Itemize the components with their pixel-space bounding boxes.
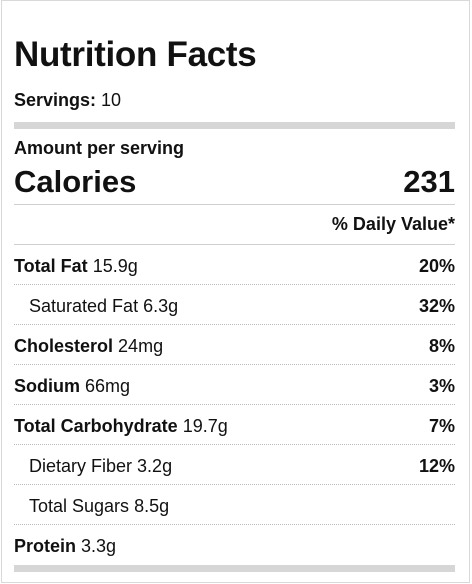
nutrient-name: Total Carbohydrate: [14, 416, 178, 436]
row-divider: [14, 284, 455, 285]
nutrient-row-cholesterol: Cholesterol 24mg 8%: [14, 335, 455, 357]
nutrient-row-total-sugars: Total Sugars 8.5g: [29, 495, 455, 517]
nutrient-name: Protein: [14, 536, 77, 556]
thick-divider-top: [14, 122, 455, 129]
nutrient-name: Total Fat: [14, 256, 88, 276]
servings-value: 10: [101, 90, 122, 110]
row-divider: [14, 524, 455, 525]
nutrient-name: Saturated Fat: [29, 296, 139, 316]
row-divider: [14, 444, 455, 445]
nutrient-amount: 66mg: [85, 376, 131, 396]
nutrient-name: Dietary Fiber: [29, 456, 133, 476]
nutrient-row-dietary-fiber: Dietary Fiber 3.2g 12%: [29, 455, 455, 477]
nutrient-row-sodium: Sodium 66mg 3%: [14, 375, 455, 397]
nutrient-amount: 8.5g: [134, 496, 170, 516]
nutrient-amount: 3.3g: [81, 536, 117, 556]
nutrient-daily-value: 3%: [428, 376, 455, 396]
amount-per-serving: Amount per serving: [14, 138, 185, 158]
nutrient-amount: 6.3g: [143, 296, 179, 316]
nutrient-name: Total Sugars: [29, 496, 130, 516]
label-title: Nutrition Facts: [14, 35, 257, 74]
nutrient-daily-value: 32%: [418, 296, 455, 316]
nutrient-daily-value: 8%: [428, 336, 455, 356]
nutrient-amount: 24mg: [118, 336, 164, 356]
nutrient-row-protein: Protein 3.3g: [14, 535, 455, 557]
nutrient-name: Sodium: [14, 376, 80, 396]
nutrient-row-saturated-fat: Saturated Fat 6.3g 32%: [29, 295, 455, 317]
nutrient-daily-value: 7%: [428, 416, 455, 436]
nutrient-name: Cholesterol: [14, 336, 114, 356]
nutrient-row-total-fat: Total Fat 15.9g 20%: [14, 255, 455, 277]
servings-label: Servings:: [14, 90, 97, 110]
nutrient-amount: 3.2g: [137, 456, 173, 476]
servings-line: Servings: 10: [14, 89, 121, 111]
nutrient-row-total-carbohydrate: Total Carbohydrate 19.7g 7%: [14, 415, 455, 437]
calories-value: 231: [403, 164, 455, 199]
row-divider: [14, 364, 455, 365]
nutrient-amount: 15.9g: [92, 256, 138, 276]
row-divider: [14, 404, 455, 405]
nutrient-daily-value: 20%: [418, 256, 455, 276]
daily-value-header: % Daily Value*: [331, 214, 455, 234]
calories-divider: [14, 204, 455, 205]
nutrient-daily-value: 12%: [418, 456, 455, 476]
nutrient-amount: 19.7g: [182, 416, 228, 436]
daily-value-divider: [14, 244, 455, 245]
thick-divider-bottom: [14, 565, 455, 572]
row-divider: [14, 484, 455, 485]
row-divider: [14, 324, 455, 325]
calories-label: Calories: [14, 164, 137, 199]
